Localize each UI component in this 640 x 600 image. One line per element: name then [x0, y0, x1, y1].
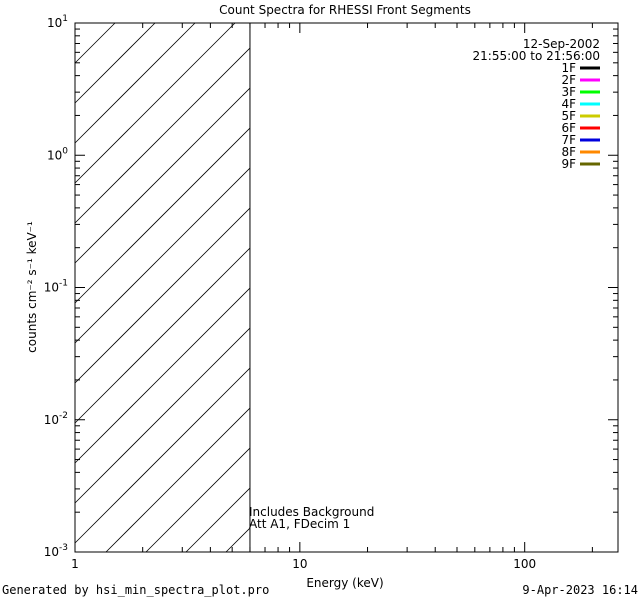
hatch-line [74, 167, 251, 344]
hatch-line [74, 22, 236, 184]
date-label: 12-Sep-2002 [523, 37, 600, 51]
y-axis-label: counts cm⁻² s⁻¹ keV⁻¹ [25, 221, 39, 353]
hatch-line [105, 407, 251, 553]
hatch-line [74, 367, 251, 544]
legend-label: 1F [561, 61, 576, 75]
y-tick-label: 10-1 [44, 279, 68, 295]
hatch-line [74, 22, 116, 64]
x-axis-label: Energy (keV) [306, 576, 383, 590]
hatch-line [74, 22, 196, 144]
hatch-line [185, 487, 251, 553]
legend-label: 3F [561, 85, 576, 99]
time-range-label: 21:55:00 to 21:56:00 [473, 49, 600, 63]
x-tick-label: 1 [71, 557, 79, 571]
plot-frame [74, 22, 619, 553]
hatch-line [74, 127, 251, 304]
y-tick-label: 100 [47, 146, 68, 162]
annotation-attenuator: Att A1, FDecim 1 [249, 517, 350, 531]
legend-label: 9F [561, 157, 576, 171]
x-tick-label: 10 [292, 557, 307, 571]
hatch-line [74, 47, 251, 224]
y-tick-label: 10-2 [44, 411, 68, 427]
hatch-line [74, 287, 251, 464]
hatch-line [74, 22, 156, 104]
hatch-line [145, 447, 251, 553]
annotation-background: Includes Background [249, 505, 374, 519]
chart-title: Count Spectra for RHESSI Front Segments [219, 3, 471, 17]
generated-by-footer: Generated by hsi_min_spectra_plot.pro [2, 583, 269, 597]
legend-label: 2F [561, 73, 576, 87]
legend-label: 5F [561, 109, 576, 123]
timestamp-footer: 9-Apr-2023 16:14 [522, 583, 638, 597]
legend-label: 7F [561, 133, 576, 147]
hatch-line [74, 327, 251, 504]
axes: 1 10 100 101 100 10-1 10-2 10-3 [44, 14, 618, 571]
y-tick-label: 10-3 [44, 543, 68, 559]
legend-label: 4F [561, 97, 576, 111]
hatch-line [74, 247, 251, 424]
legend-label: 6F [561, 121, 576, 135]
x-tick-label: 100 [513, 557, 536, 571]
legend-label: 8F [561, 145, 576, 159]
y-tick-label: 101 [47, 14, 68, 30]
hatch-line [74, 87, 251, 264]
hatch-line [225, 527, 251, 553]
hatched-region [74, 22, 251, 553]
hatch-line [74, 207, 251, 384]
